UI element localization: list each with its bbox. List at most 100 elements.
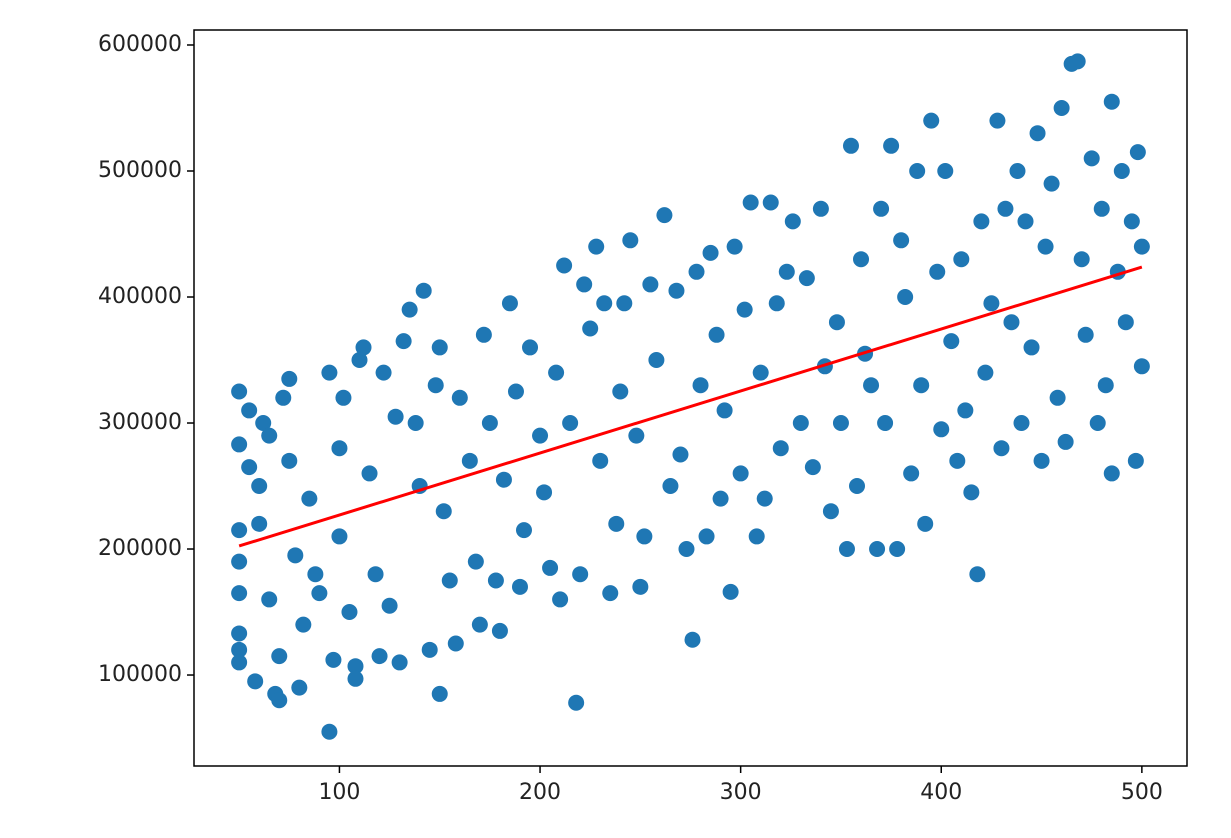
scatter-point [321,723,338,740]
scatter-point [622,232,639,249]
scatter-point [716,402,733,419]
scatter-point [877,415,894,432]
scatter-point [983,295,1000,312]
scatter-point [291,679,308,696]
y-tick-label: 100000 [98,662,182,687]
scatter-point [407,415,424,432]
scatter-point [1053,99,1070,116]
scatter-point [1103,465,1120,482]
scatter-point [261,427,278,444]
scatter-point [933,421,950,438]
scatter-point [648,352,665,369]
scatter-point [461,452,478,469]
scatter-point [295,616,312,633]
scatter-point [536,484,553,501]
scatter-point [668,282,685,299]
scatter-point [281,370,298,387]
scatter-point [251,478,268,495]
scatter-point [367,566,384,583]
scatter-point [568,694,585,711]
scatter-point [231,585,248,602]
scatter-point [913,377,930,394]
scatter-point [873,200,890,217]
scatter-point [977,364,994,381]
scatter-point [768,295,785,312]
scatter-point [321,364,338,381]
scatter-point [838,541,855,558]
scatter-point [576,276,593,293]
scatter-point [1097,377,1114,394]
scatter-point [897,289,914,306]
scatter-point [241,459,258,476]
scatter-point [792,415,809,432]
scatter-point [1033,452,1050,469]
scatter-point [431,685,448,702]
scatter-point [271,648,288,665]
scatter-point [1093,200,1110,217]
scatter-point [301,490,318,507]
scatter-point [532,427,549,444]
scatter-point [351,352,368,369]
scatter-point [1113,163,1130,180]
scatter-point [756,490,773,507]
y-tick-label: 300000 [98,410,182,435]
scatter-point [804,459,821,476]
x-tick-label: 400 [920,780,962,805]
scatter-point [395,333,412,350]
scatter-point [1057,433,1074,450]
scatter-point [415,282,432,299]
scatter-point [1037,238,1054,255]
scatter-point [1089,415,1106,432]
scatter-point [688,263,705,280]
plot-area [231,53,1150,740]
scatter-point [471,616,488,633]
scatter-point [1123,213,1140,230]
scatter-point [853,251,870,268]
scatter-point [341,604,358,621]
y-tick-label: 600000 [98,32,182,57]
scatter-point [501,295,518,312]
scatter-point [447,635,464,652]
scatter-point [347,670,364,687]
scatter-point [678,541,695,558]
scatter-point [1069,53,1086,70]
scatter-point [917,515,934,532]
scatter-point [592,452,609,469]
x-tick-label: 200 [519,780,561,805]
scatter-point [997,200,1014,217]
scatter-point [812,200,829,217]
scatter-point [391,654,408,671]
scatter-point [636,528,653,545]
scatter-point [1003,314,1020,331]
scatter-point [632,578,649,595]
scatter-point [778,263,795,280]
scatter-point [355,339,372,356]
scatter-point [231,625,248,642]
scatter-point [375,364,392,381]
scatter-point [1043,175,1060,192]
scatter-point [656,207,673,224]
scatter-point [1129,144,1146,161]
scatter-point [231,641,248,658]
scatter-point [381,597,398,614]
scatter-point [889,541,906,558]
scatter-point [869,541,886,558]
scatter-point [562,415,579,432]
scatter-point [515,522,532,539]
scatter-point [255,415,272,432]
scatter-point [542,559,559,576]
scatter-point [435,503,452,520]
x-tick-label: 300 [720,780,762,805]
scatter-point [556,257,573,274]
scatter-point [361,465,378,482]
scatter-point [487,572,504,589]
scatter-point [427,377,444,394]
scatter-point [943,333,960,350]
scatter-point [1029,125,1046,142]
scatter-point [628,427,645,444]
scatter-point [588,238,605,255]
scatter-point [347,658,364,675]
scatter-point [247,673,264,690]
